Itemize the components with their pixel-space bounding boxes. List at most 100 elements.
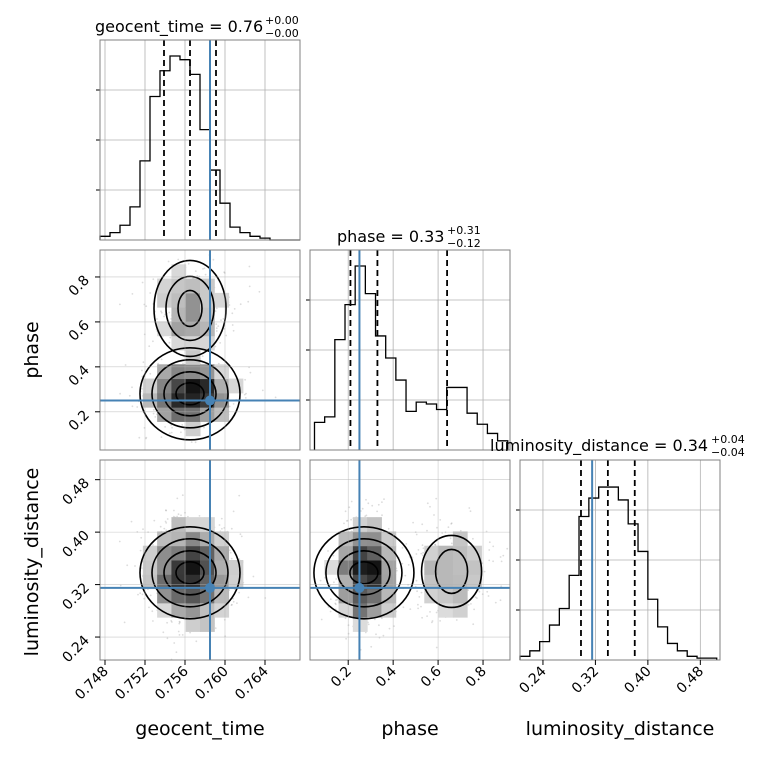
sample-point: [214, 627, 217, 629]
sample-point: [231, 312, 234, 315]
sample-point: [181, 424, 184, 426]
sample-point: [141, 281, 144, 284]
sample-point: [434, 543, 436, 546]
contour-1: [349, 560, 379, 585]
sample-point: [367, 623, 370, 626]
sample-point: [478, 590, 481, 593]
sample-point: [140, 536, 143, 539]
density-cell: [157, 407, 172, 422]
histogram-phase: [313, 265, 509, 450]
density-cell: [200, 545, 215, 561]
sample-point: [211, 226, 213, 228]
x-tick-label: 0.2: [328, 664, 355, 691]
density-cell: [214, 602, 230, 618]
sample-point: [435, 646, 438, 649]
sample-point: [214, 345, 217, 348]
sample-point: [202, 268, 204, 270]
density-cell: [157, 364, 172, 380]
sample-point: [131, 405, 134, 408]
sample-point: [395, 569, 398, 572]
sample-point: [177, 258, 180, 261]
title-geocent-time-plus: +0.00: [265, 14, 299, 27]
sample-point: [176, 497, 179, 500]
density-cell: [185, 307, 201, 322]
sample-point: [203, 426, 205, 429]
sample-point: [238, 591, 241, 594]
sample-point: [499, 556, 502, 558]
sample-point: [240, 535, 243, 538]
sample-point: [232, 510, 235, 513]
density-cell: [424, 588, 440, 604]
sample-point: [232, 600, 235, 603]
sample-point: [417, 603, 419, 606]
sample-point: [488, 541, 491, 544]
density-cell: [214, 364, 230, 380]
ylabel-luminosity-distance: luminosity_distance: [21, 468, 43, 657]
sample-point: [244, 378, 247, 381]
sample-point: [429, 505, 431, 508]
sample-point: [258, 290, 261, 293]
sample-point: [180, 244, 182, 246]
sample-point: [492, 545, 495, 548]
sample-point: [486, 590, 489, 593]
density-cell: [214, 292, 230, 308]
sample-point: [138, 436, 141, 439]
sample-point: [487, 595, 490, 597]
sample-point: [455, 619, 458, 621]
sample-point: [215, 307, 218, 310]
sample-point: [488, 559, 491, 562]
sample-point: [175, 463, 177, 465]
density-cell: [157, 278, 172, 294]
sample-point: [436, 526, 438, 529]
title-luminosity-distance-plus: +0.04: [711, 433, 745, 446]
sample-point: [217, 325, 220, 327]
sample-point: [500, 560, 503, 563]
sample-point: [506, 547, 509, 550]
sample-point: [476, 597, 478, 599]
panel-frame: [99, 39, 301, 241]
sample-point: [165, 522, 168, 524]
sample-point: [450, 542, 453, 545]
density-cell: [185, 617, 201, 632]
sample-point: [382, 634, 385, 637]
sample-point: [177, 513, 180, 516]
sample-point: [222, 318, 225, 320]
sample-point: [141, 402, 144, 405]
sample-point: [245, 392, 247, 395]
sample-point: [173, 642, 176, 644]
sample-point: [160, 310, 162, 313]
sample-point: [190, 441, 193, 443]
density-panel: [100, 460, 300, 660]
sample-point: [151, 610, 154, 613]
sample-point: [404, 574, 407, 577]
sample-point: [421, 554, 424, 557]
panel-frame: [309, 459, 511, 661]
density-cell: [157, 545, 172, 561]
sample-point: [470, 603, 472, 605]
sample-point: [420, 605, 422, 608]
sample-point: [431, 620, 434, 622]
sample-point: [225, 334, 228, 337]
sample-point: [417, 549, 420, 551]
panel-frame: [309, 249, 511, 451]
x-tick-label: 0.24: [516, 663, 549, 696]
sample-point: [171, 621, 173, 623]
ylabel-phase: phase: [21, 321, 43, 378]
panel-frame: [99, 249, 301, 451]
sample-point: [118, 540, 121, 543]
sample-point: [418, 596, 421, 598]
density-cell: [452, 602, 468, 618]
sample-point: [378, 624, 380, 627]
sample-point: [134, 565, 136, 567]
sample-point: [435, 611, 438, 614]
density-cell: [200, 292, 215, 308]
sample-point: [141, 369, 143, 372]
x-tick-label: 0.760: [192, 664, 232, 704]
contour-mode2-3: [153, 259, 227, 358]
sample-point: [142, 361, 145, 364]
sample-point: [149, 372, 152, 375]
sample-point: [233, 308, 236, 310]
sample-point: [160, 311, 163, 314]
density-cell: [367, 588, 382, 604]
